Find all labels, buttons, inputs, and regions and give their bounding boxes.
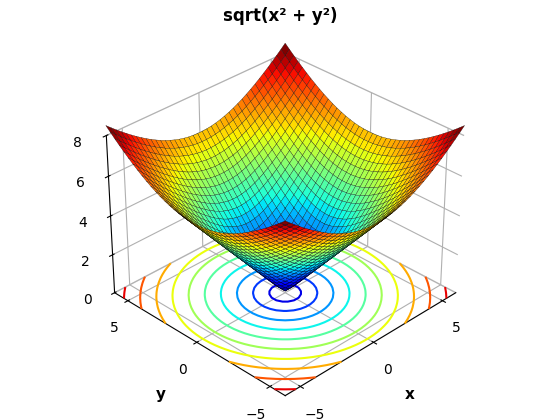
X-axis label: x: x xyxy=(405,386,415,402)
Title: sqrt(x² + y²): sqrt(x² + y²) xyxy=(223,7,337,25)
Y-axis label: y: y xyxy=(156,386,166,402)
